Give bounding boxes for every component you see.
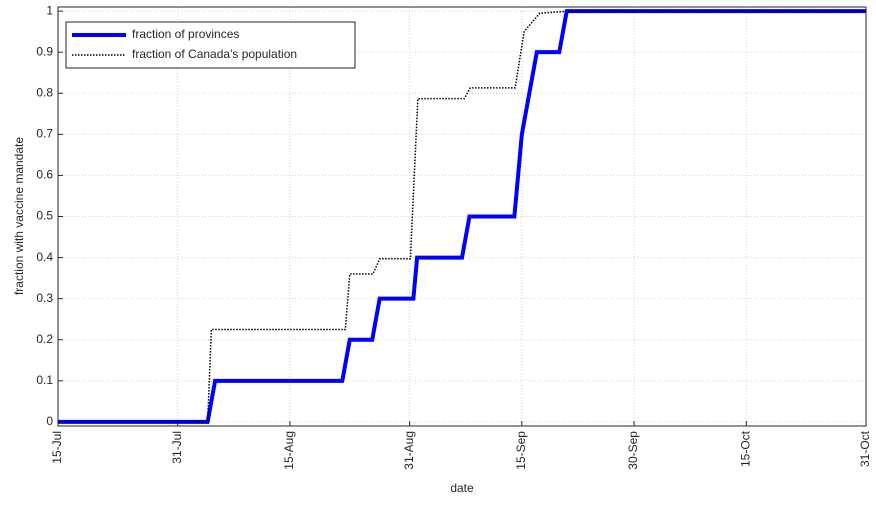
y-tick-label: 0.5: [36, 209, 53, 223]
x-tick-label: 30-Sep: [626, 431, 640, 470]
x-tick-label: 31-Oct: [858, 430, 872, 467]
y-tick-label: 0.7: [36, 127, 53, 141]
x-tick-label: 15-Jul: [50, 431, 64, 464]
legend-label: fraction of provinces: [132, 27, 239, 41]
y-tick-label: 0.9: [36, 44, 53, 58]
series-line: [58, 10, 866, 423]
legend-box: [65, 21, 356, 69]
y-tick-label: 0: [46, 414, 53, 428]
y-tick-label: 0.6: [36, 168, 53, 182]
x-axis-label: date: [450, 481, 474, 495]
x-tick-label: 31-Jul: [170, 431, 184, 464]
x-tick-label: 15-Sep: [514, 431, 528, 470]
y-tick-label: 0.8: [36, 85, 53, 99]
y-axis-label: fraction with vaccine mandate: [12, 137, 26, 295]
plot-frame: [57, 6, 867, 427]
y-tick-label: 0.3: [36, 291, 53, 305]
x-tick-label: 31-Aug: [402, 431, 416, 470]
x-tick-label: 15-Oct: [738, 430, 752, 467]
y-tick-label: 1: [46, 3, 53, 17]
legend-label: fraction of Canada's population: [132, 47, 297, 61]
y-tick-label: 0.1: [36, 373, 53, 387]
y-tick-label: 0.2: [36, 332, 53, 346]
y-tick-label: 0.4: [36, 250, 53, 264]
x-tick-label: 15-Aug: [282, 431, 296, 470]
series-line: [58, 9, 866, 424]
